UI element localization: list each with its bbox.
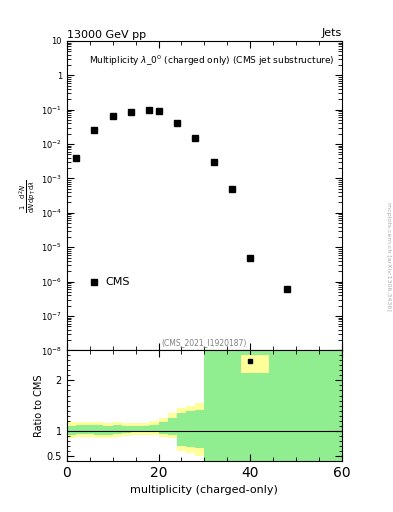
Text: Multiplicity $\lambda\_0^0$ (charged only) (CMS jet substructure): Multiplicity $\lambda\_0^0$ (charged onl… xyxy=(89,53,334,68)
Bar xyxy=(113,421,122,437)
Bar xyxy=(177,408,186,451)
Bar xyxy=(168,418,177,435)
Bar xyxy=(158,421,168,434)
Bar xyxy=(168,413,177,438)
Bar xyxy=(186,411,195,447)
Y-axis label: $\frac{1}{\mathrm{d}N}\frac{\mathrm{d}^2N}{\mathrm{d}p_\mathrm{T}\,\mathrm{d}\la: $\frac{1}{\mathrm{d}N}\frac{\mathrm{d}^2… xyxy=(17,179,38,212)
Text: mcplots.cern.ch [arXiv:1306.3436]: mcplots.cern.ch [arXiv:1306.3436] xyxy=(386,202,391,310)
Bar xyxy=(186,406,195,453)
X-axis label: multiplicity (charged-only): multiplicity (charged-only) xyxy=(130,485,278,495)
Y-axis label: Ratio to CMS: Ratio to CMS xyxy=(34,374,44,437)
Bar xyxy=(113,424,122,434)
Text: (CMS_2021_I1920187): (CMS_2021_I1920187) xyxy=(162,338,247,347)
Bar xyxy=(94,421,103,438)
Bar xyxy=(76,424,85,434)
Bar xyxy=(94,424,103,435)
Bar xyxy=(195,410,204,448)
Text: CMS: CMS xyxy=(105,278,130,287)
Text: 13000 GeV pp: 13000 GeV pp xyxy=(67,30,146,40)
Bar xyxy=(131,423,140,435)
Bar xyxy=(76,421,85,437)
Bar xyxy=(85,421,94,437)
Bar xyxy=(195,403,204,456)
Text: Jets: Jets xyxy=(321,28,342,38)
Bar xyxy=(67,421,76,438)
Bar xyxy=(149,424,158,432)
Bar xyxy=(85,424,94,434)
Bar xyxy=(204,350,342,461)
Bar xyxy=(122,425,131,433)
Bar xyxy=(103,425,113,435)
Bar xyxy=(131,425,140,432)
Bar xyxy=(241,355,268,373)
Bar xyxy=(140,425,149,432)
Bar xyxy=(177,413,186,446)
Bar xyxy=(103,423,113,438)
Bar xyxy=(67,425,76,435)
Bar xyxy=(122,423,131,436)
Bar xyxy=(149,421,158,435)
Bar xyxy=(158,418,168,437)
Bar xyxy=(140,423,149,435)
